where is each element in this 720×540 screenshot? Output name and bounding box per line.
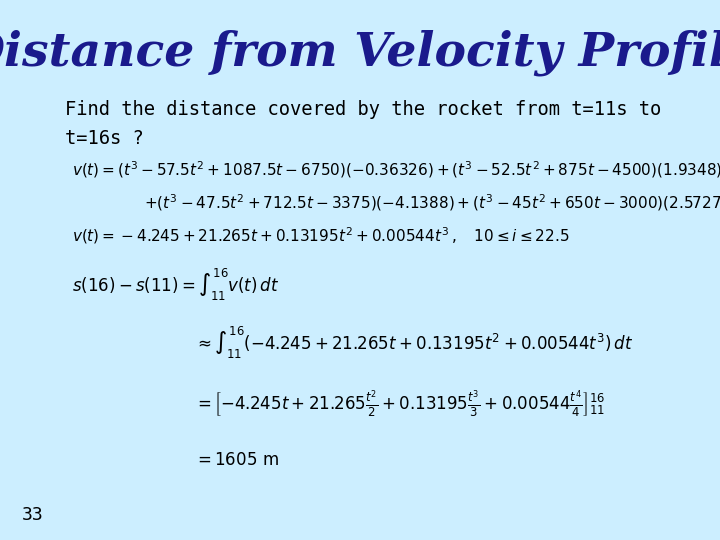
Text: Distance from Velocity Profile: Distance from Velocity Profile (0, 30, 720, 76)
Text: $= 1605 \mathrm{\ m}$: $= 1605 \mathrm{\ m}$ (194, 451, 279, 469)
Text: $v(t) = -4.245 + 21.265t + 0.13195t^2 + 0.00544t^3\,,  \quad  10 \leq i \leq 22.: $v(t) = -4.245 + 21.265t + 0.13195t^2 + … (72, 226, 570, 246)
Text: $s(16) - s(11) = \int_{11}^{16} v(t)\,dt$: $s(16) - s(11) = \int_{11}^{16} v(t)\,dt… (72, 267, 279, 303)
Text: Find the distance covered by the rocket from t=11s to: Find the distance covered by the rocket … (65, 100, 661, 119)
Text: $+ (t^3 - 47.5t^2 + 712.5t - 3375)(-4.1388) + (t^3 - 45t^2 + 650t - 3000)(2.5727: $+ (t^3 - 47.5t^2 + 712.5t - 3375)(-4.13… (144, 192, 720, 213)
Text: t=16s ?: t=16s ? (65, 129, 143, 147)
Text: $= \left[-4.245t + 21.265\frac{t^2}{2} + 0.13195\frac{t^3}{3} + 0.00544\frac{t^4: $= \left[-4.245t + 21.265\frac{t^2}{2} +… (194, 388, 606, 419)
Text: 33: 33 (22, 506, 43, 524)
Text: $\approx \int_{11}^{16} (-4.245 + 21.265t + 0.13195t^2 + 0.00544t^3)\,dt$: $\approx \int_{11}^{16} (-4.245 + 21.265… (194, 325, 634, 361)
Text: $v(t) = (t^3 - 57.5t^2 + 1087.5t - 6750)(-0.36326) + (t^3 - 52.5t^2 + 875t - 450: $v(t) = (t^3 - 57.5t^2 + 1087.5t - 6750)… (72, 160, 720, 180)
